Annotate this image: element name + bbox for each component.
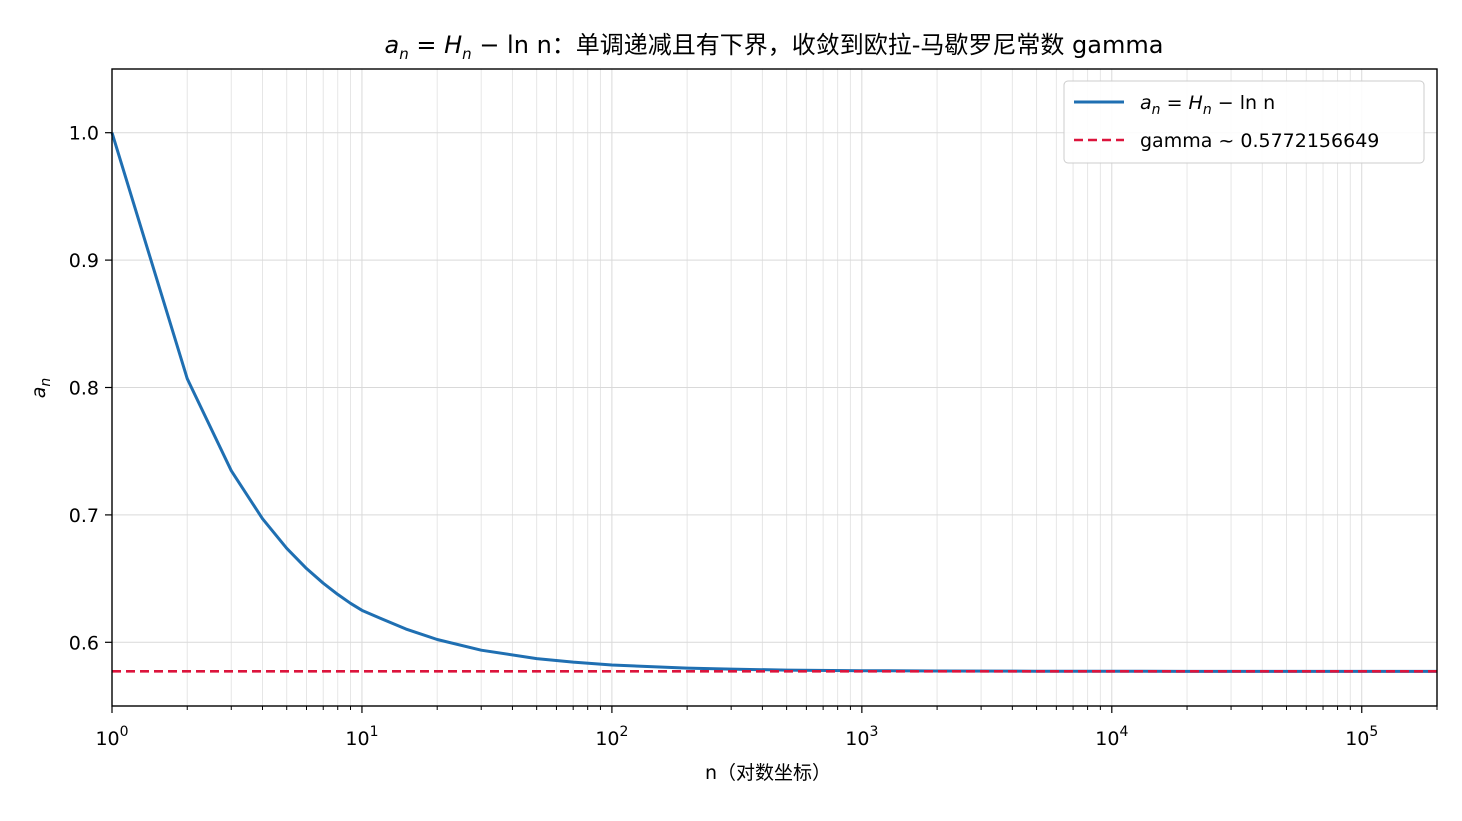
- x-axis-label: n（对数坐标）: [705, 762, 831, 784]
- y-axis-ticks: 0.6 0.7 0.8 0.9 1.0: [69, 123, 112, 654]
- y-axis-label: an: [28, 378, 54, 399]
- x-tick-label: 101: [345, 724, 378, 750]
- y-tick-label: 0.6: [69, 632, 99, 654]
- legend: an = Hn − ln n gamma ~ 0.5772156649: [1063, 80, 1425, 164]
- series-an-line: [110, 132, 1437, 673]
- legend-label-gamma: gamma ~ 0.5772156649: [1140, 130, 1379, 152]
- x-tick-label: 100: [95, 724, 128, 750]
- y-tick-label: 0.9: [69, 250, 99, 272]
- y-tick-label: 1.0: [69, 123, 99, 145]
- x-tick-label: 102: [595, 724, 628, 750]
- chart-title: an = Hn − ln n：单调递减且有下界，收敛到欧拉-马歇罗尼常数 gam…: [385, 31, 1164, 63]
- legend-frame: [1063, 80, 1425, 164]
- x-tick-label: 104: [1095, 724, 1128, 750]
- y-tick-label: 0.8: [69, 378, 99, 400]
- x-tick-label: 105: [1345, 724, 1378, 750]
- x-axis-ticks: 100 101 102 103 104 105: [95, 706, 1438, 750]
- series-layer: [110, 132, 1437, 673]
- legend-label-an: an = Hn − ln n: [1140, 92, 1275, 118]
- x-tick-label: 103: [845, 724, 878, 750]
- y-tick-label: 0.7: [69, 505, 99, 527]
